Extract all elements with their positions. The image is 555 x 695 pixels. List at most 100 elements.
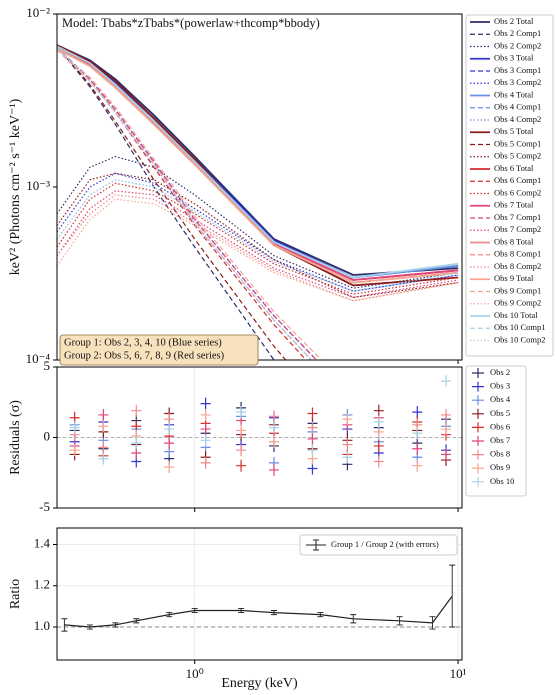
x-axis-label: Energy (keV) bbox=[221, 676, 298, 691]
legend-swatch bbox=[472, 463, 484, 474]
legend-label: Obs 2 bbox=[490, 367, 510, 377]
legend-label: Obs 8 bbox=[490, 449, 510, 459]
y-axis-label: Ratio bbox=[8, 579, 23, 609]
residual-point bbox=[200, 423, 211, 436]
model-line bbox=[57, 44, 459, 276]
residual-point bbox=[268, 410, 279, 423]
legend-label: Obs 2 Total bbox=[494, 16, 534, 26]
residual-point bbox=[131, 404, 142, 417]
residual-point bbox=[98, 408, 109, 421]
x-tick-label: 10¹ bbox=[450, 666, 467, 681]
residual-point bbox=[342, 451, 353, 464]
residual-point bbox=[268, 421, 279, 434]
residual-point bbox=[236, 424, 247, 437]
legend-swatch bbox=[472, 395, 484, 406]
residual-point bbox=[307, 444, 318, 457]
residual-point bbox=[307, 432, 318, 445]
model-line bbox=[57, 47, 313, 360]
residual-point bbox=[236, 406, 247, 419]
legend-label: Obs 10 bbox=[490, 476, 514, 486]
legend-label: Obs 2 Comp2 bbox=[494, 40, 541, 50]
residual-point bbox=[307, 421, 318, 434]
legend-label: Obs 7 Comp1 bbox=[494, 212, 541, 222]
legend-label: Obs 3 Comp2 bbox=[494, 77, 541, 87]
residual-point bbox=[164, 437, 175, 450]
model-line bbox=[57, 45, 459, 279]
legend-swatch bbox=[472, 476, 484, 487]
plot-area bbox=[57, 44, 459, 360]
axes-frame bbox=[56, 527, 463, 661]
axes-frame bbox=[56, 366, 463, 509]
x-tick-label: 10⁰ bbox=[186, 666, 204, 681]
legend-label: Obs 6 Comp1 bbox=[494, 175, 541, 185]
residual-point bbox=[98, 452, 109, 465]
legend-label: Obs 6 Comp2 bbox=[494, 187, 541, 197]
residual-point bbox=[236, 444, 247, 457]
legend-label: Obs 4 Comp2 bbox=[494, 114, 541, 124]
residual-point bbox=[373, 415, 384, 428]
legend-swatch bbox=[472, 422, 484, 433]
legend-box bbox=[465, 365, 527, 497]
legend-label: Obs 7 Total bbox=[494, 200, 534, 210]
legend-swatch bbox=[472, 449, 484, 460]
legend-label: Obs 9 Total bbox=[494, 273, 534, 283]
plot-area bbox=[57, 367, 462, 508]
residual-point bbox=[441, 375, 452, 388]
legend-label: Obs 10 Total bbox=[494, 310, 538, 320]
model-line bbox=[57, 46, 459, 281]
y-tick-label: 10⁻² bbox=[26, 5, 50, 20]
error-bar bbox=[61, 618, 68, 632]
residual-point bbox=[164, 461, 175, 474]
legend-label: Obs 9 Comp1 bbox=[494, 285, 541, 295]
annotation-box bbox=[59, 334, 259, 366]
legend-label: Obs 6 bbox=[490, 421, 510, 431]
axes-frame bbox=[56, 13, 463, 361]
y-tick-label: 5 bbox=[44, 358, 51, 373]
legend-swatch bbox=[472, 436, 484, 446]
residual-point bbox=[131, 437, 142, 450]
legend-label: Obs 2 Comp1 bbox=[494, 28, 541, 38]
residual-point bbox=[373, 455, 384, 468]
y-tick-label: -5 bbox=[39, 499, 50, 514]
model-line bbox=[57, 194, 459, 302]
legend-label: Obs 6 Total bbox=[494, 163, 534, 173]
residual-point bbox=[342, 438, 353, 451]
model-line bbox=[57, 182, 459, 295]
legend-swatch bbox=[472, 408, 484, 419]
model-line bbox=[57, 190, 459, 299]
model-line bbox=[57, 172, 459, 299]
legend-box bbox=[299, 534, 458, 556]
model-line bbox=[57, 48, 318, 360]
legend-label: Obs 4 bbox=[490, 394, 511, 404]
legend-label: Obs 5 Total bbox=[494, 126, 534, 136]
legend-label: Obs 4 Total bbox=[494, 89, 534, 99]
model-line bbox=[57, 47, 307, 360]
legend-label: Obs 7 Comp2 bbox=[494, 224, 541, 234]
y-tick-label: 1.0 bbox=[34, 618, 50, 633]
legend-label: Obs 8 Comp2 bbox=[494, 261, 541, 271]
annotation: Group 2: Obs 5, 6, 7, 8, 9 (Red series) bbox=[64, 350, 225, 361]
y-tick-label: 10⁻³ bbox=[26, 178, 50, 193]
residual-point bbox=[441, 448, 452, 461]
y-tick-label: 10⁻⁴ bbox=[26, 351, 51, 366]
residual-point bbox=[342, 413, 353, 426]
model-line bbox=[57, 46, 287, 360]
residual-point bbox=[200, 397, 211, 410]
model-line bbox=[57, 46, 275, 360]
residual-point bbox=[373, 439, 384, 452]
residual-point bbox=[236, 459, 247, 472]
annotation: Group 1: Obs 2, 3, 4, 10 (Blue series) bbox=[64, 337, 222, 348]
legend-label: Obs 8 Comp1 bbox=[494, 249, 541, 259]
legend-label: Obs 9 bbox=[490, 462, 510, 472]
legend-label: Obs 10 Comp2 bbox=[494, 334, 545, 344]
residual-point bbox=[441, 408, 452, 421]
residual-point bbox=[412, 459, 423, 472]
residual-point bbox=[200, 408, 211, 421]
model-line bbox=[57, 44, 459, 287]
legend-label: Group 1 / Group 2 (with errors) bbox=[331, 539, 439, 549]
chart-title: Model: Tbabs*zTbabs*(powerlaw+thcomp*bbo… bbox=[62, 16, 320, 30]
legend-label: Obs 5 Comp1 bbox=[494, 138, 541, 148]
y-tick-label: 0 bbox=[44, 428, 51, 443]
residual-point bbox=[69, 421, 80, 434]
